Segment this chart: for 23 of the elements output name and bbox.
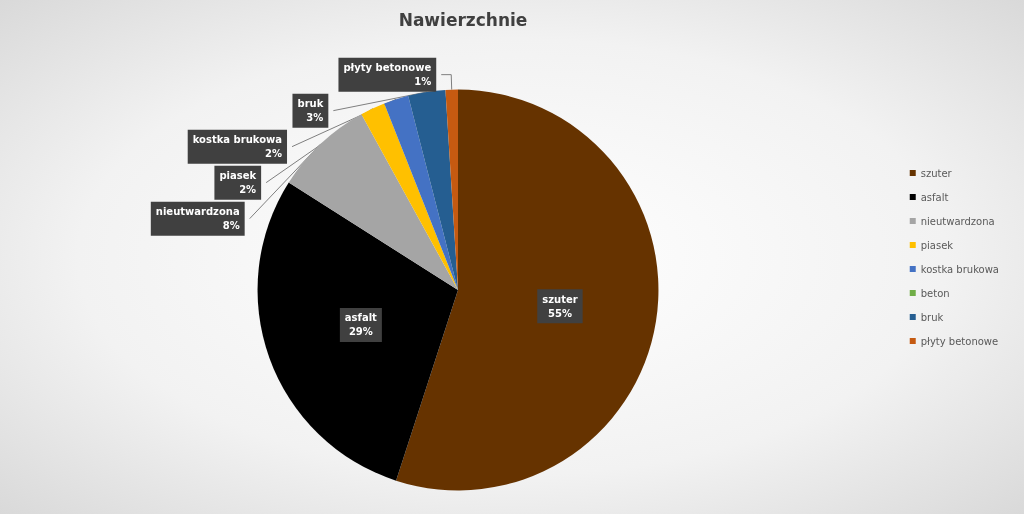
slice-label: piasek (219, 170, 257, 182)
data-label: 3% (306, 112, 324, 124)
chart-title: Nawierzchnie (398, 9, 528, 30)
legend-label: płyty betonowe (920, 335, 999, 347)
data-label: 2% (265, 148, 283, 160)
legend-label: piasek (920, 239, 954, 251)
slice-label: płyty betonowe (343, 62, 432, 74)
data-label: 29% (348, 326, 373, 338)
slice-label: bruk (297, 98, 324, 110)
slice-label: nieutwardzona (155, 206, 240, 218)
legend-label: kostka brukowa (920, 263, 999, 275)
data-label: 2% (239, 184, 257, 196)
data-label: 55% (547, 307, 572, 319)
data-label: 1% (414, 76, 432, 88)
legend-label: bruk (920, 311, 944, 323)
slice-label: kostka brukowa (192, 134, 283, 146)
data-label: 8% (222, 220, 240, 232)
slice-label: szuter (542, 293, 578, 305)
slice-label: asfalt (344, 312, 378, 324)
legend-label: nieutwardzona (920, 215, 995, 227)
legend-label: szuter (920, 167, 953, 179)
legend-label: beton (920, 287, 950, 299)
legend-label: asfalt (920, 191, 949, 203)
